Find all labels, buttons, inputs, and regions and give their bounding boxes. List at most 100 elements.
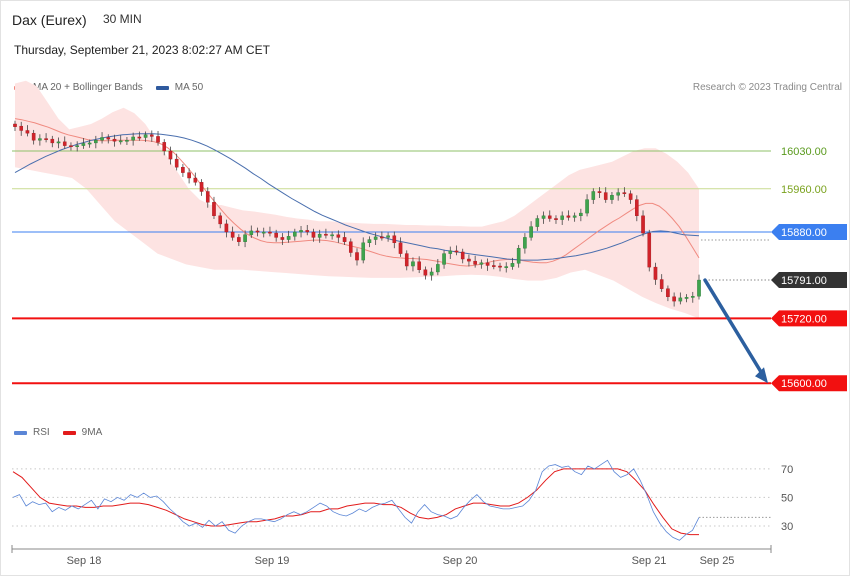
candle-body-103 [653, 266, 658, 280]
candle-38 [249, 225, 254, 238]
candle-body-7 [56, 141, 61, 144]
candle-body-54 [348, 241, 353, 253]
candle-12 [87, 139, 92, 148]
candle-107 [678, 292, 683, 305]
rsi-tick-label-30: 30 [781, 521, 793, 533]
candle-body-64 [411, 261, 415, 267]
candle-66 [423, 266, 428, 280]
candle-body-43 [280, 237, 285, 240]
rsi-tick-label-50: 50 [781, 492, 793, 504]
candle-body-31 [205, 191, 210, 203]
candle-body-83 [529, 226, 533, 238]
forecast-arrow-shaft [703, 278, 765, 377]
candle-body-55 [355, 252, 359, 261]
candle-96 [610, 192, 614, 204]
candle-body-68 [436, 264, 440, 273]
candle-63 [404, 250, 409, 271]
candle-body-41 [268, 231, 272, 234]
candle-25 [168, 146, 173, 165]
candle-body-75 [479, 262, 484, 265]
candle-18 [125, 136, 129, 146]
ma50-line [14, 133, 700, 261]
candle-17 [118, 135, 123, 145]
candle-body-89 [566, 215, 571, 218]
candle-body-5 [44, 138, 48, 140]
candle-43 [280, 233, 285, 245]
candle-body-73 [467, 258, 471, 262]
candle-body-109 [690, 296, 695, 298]
candle-55 [355, 248, 359, 266]
candle-52 [336, 230, 341, 243]
candle-body-74 [473, 260, 477, 265]
candle-body-12 [87, 142, 92, 145]
candle-4 [38, 134, 42, 146]
candle-16 [112, 134, 117, 147]
candle-body-88 [560, 215, 564, 220]
candle-body-69 [442, 253, 446, 265]
bollinger-band [15, 80, 699, 319]
timeframe-selector[interactable]: 30 MIN [103, 12, 142, 26]
candle-90 [572, 212, 577, 222]
candle-0 [13, 120, 17, 132]
credit-text: Research © 2023 Trading Central [692, 82, 842, 93]
candle-35 [230, 226, 235, 241]
candle-87 [554, 215, 558, 224]
level-tag-4 [771, 310, 847, 327]
candle-37 [243, 230, 247, 248]
candle-body-56 [361, 242, 366, 261]
candle-33 [218, 212, 223, 229]
candle-body-2 [25, 130, 30, 134]
candle-57 [367, 236, 372, 248]
candle-body-32 [212, 202, 216, 217]
ma20-line [14, 118, 700, 267]
candle-101 [641, 210, 645, 237]
candle-body-79 [504, 266, 509, 268]
candle-body-40 [261, 231, 266, 234]
candle-body-35 [230, 231, 235, 238]
candle-body-3 [31, 132, 36, 141]
candle-body-96 [610, 195, 614, 200]
candle-body-81 [516, 247, 521, 264]
candle-body-61 [392, 235, 397, 243]
candle-body-107 [678, 297, 683, 302]
candle-78 [498, 262, 502, 272]
legend-swatch-ma50 [155, 85, 169, 90]
candle-71 [454, 245, 459, 256]
candle-body-77 [492, 265, 496, 267]
legend-item-9ma: 9MA [62, 427, 102, 438]
candle-body-28 [187, 172, 191, 179]
legend-item-rsi: RSI [14, 427, 50, 438]
candle-body-18 [125, 139, 129, 142]
candle-61 [392, 231, 397, 249]
legend-item-ma50: MA 50 [155, 82, 203, 93]
candle-body-23 [156, 136, 160, 143]
candle-45 [293, 228, 297, 241]
candle-body-9 [69, 145, 73, 148]
candle-body-78 [498, 265, 502, 268]
candle-body-80 [510, 263, 515, 267]
candle-body-57 [367, 239, 372, 243]
candle-48 [311, 228, 316, 242]
candle-body-25 [168, 150, 173, 160]
candle-body-90 [572, 215, 577, 218]
candle-5 [44, 133, 48, 143]
candle-body-92 [585, 199, 589, 214]
candle-65 [417, 256, 421, 274]
candle-body-95 [603, 192, 608, 200]
candle-body-63 [404, 253, 409, 267]
candle-47 [305, 224, 310, 236]
candle-30 [199, 179, 204, 196]
level-tag-5 [771, 375, 847, 392]
level-label-5: 15600.00 [781, 378, 827, 390]
candle-body-84 [535, 218, 540, 227]
x-tick-label-4: Sep 25 [700, 555, 735, 567]
candle-77 [492, 260, 496, 270]
candle-body-26 [174, 158, 179, 168]
level-label-1: 15960.00 [781, 184, 827, 196]
candle-body-60 [386, 235, 390, 238]
candle-32 [212, 196, 216, 220]
legend-label-ma20: MA 20 + Bollinger Bands [33, 82, 143, 93]
candle-41 [268, 226, 272, 237]
candle-11 [81, 138, 86, 149]
